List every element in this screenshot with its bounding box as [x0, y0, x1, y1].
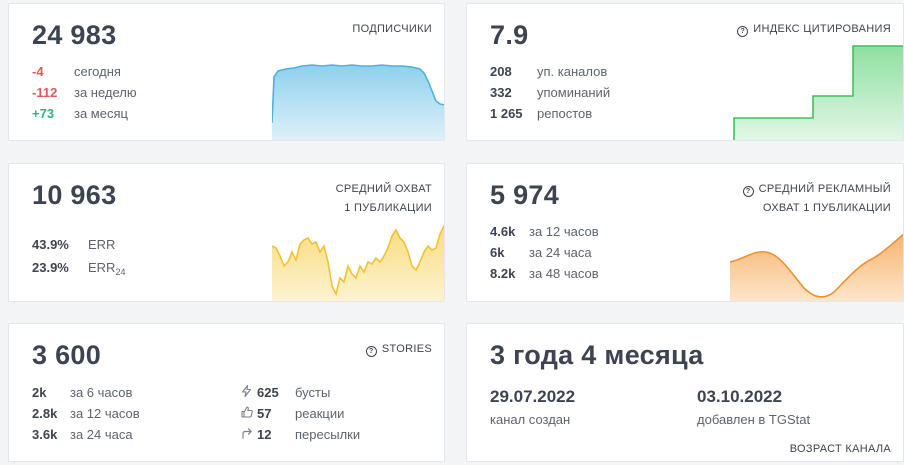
stat-value: 2.8k	[32, 406, 58, 421]
stat-row-12h: 2.8k за 12 часов	[32, 406, 140, 421]
err-value: 43.9%	[32, 237, 69, 252]
stat-row-mentions: 332 упоминаний	[490, 85, 610, 100]
citation-label: ? ИНДЕКС ЦИТИРОВАНИЯ	[737, 20, 891, 39]
err24-row: 23.9% ERR24	[32, 260, 125, 277]
stat-row-48h: 8.2k за 48 часов	[490, 266, 599, 281]
subscribers-card[interactable]: 24 983 ПОДПИСЧИКИ -4 сегодня -112 за недел…	[8, 3, 445, 141]
stat-text: за 24 часа	[70, 427, 133, 442]
thumbs-up-icon	[241, 406, 257, 421]
ad-reach-card[interactable]: 5 974 ? СРЕДНИЙ РЕКЛАМНЫЙ ОХВАТ 1 ПУБЛИКАЦ…	[466, 163, 904, 302]
stat-text: за 12 часов	[529, 224, 599, 239]
stat-text: за неделю	[74, 85, 137, 100]
stat-row-forwards: 12 пересылки	[241, 427, 360, 442]
stat-text: пересылки	[295, 427, 361, 442]
stat-value: 12	[257, 427, 272, 442]
stat-row-reposts: 1 265 репостов	[490, 106, 592, 121]
channel-age-label: ВОЗРАСТ КАНАЛА	[789, 443, 891, 455]
err-row: 43.9% ERR	[32, 237, 115, 252]
created-caption: канал создан	[490, 412, 571, 427]
stat-value: 1 265	[490, 106, 523, 121]
sparkline-line	[272, 224, 444, 297]
channel-age-value: 3 года 4 месяца	[490, 340, 704, 370]
info-icon[interactable]: ?	[742, 186, 754, 197]
stories-value: 3 600	[32, 340, 102, 370]
stat-value: 57	[257, 406, 272, 421]
avg-reach-card[interactable]: 10 963 СРЕДНИЙ ОХВАТ 1 ПУБЛИКАЦИИ 43.9% ER…	[8, 163, 445, 302]
stat-text: за 12 часов	[70, 406, 140, 421]
stories-label: ? STORIES	[365, 340, 432, 359]
avg-reach-label: СРЕДНИЙ ОХВАТ 1 ПУБЛИКАЦИИ	[335, 183, 432, 214]
created-date: 29.07.2022	[490, 387, 576, 406]
subscribers-label: ПОДПИСЧИКИ	[352, 23, 432, 35]
stat-row-month: +73 за месяц	[32, 106, 128, 121]
stat-text: за 6 часов	[70, 385, 133, 400]
stat-text: бусты	[295, 385, 331, 400]
stat-text: репостов	[537, 106, 593, 121]
citation-card[interactable]: 7.9 ? ИНДЕКС ЦИТИРОВАНИЯ 208 уп. каналов 3…	[466, 3, 904, 141]
avg-reach-sparkline	[272, 224, 444, 301]
stat-row-week: -112 за неделю	[32, 85, 137, 100]
subscribers-sparkline	[272, 64, 444, 140]
step-line	[733, 45, 903, 140]
stat-text: за месяц	[74, 106, 128, 121]
sparkline-area	[272, 65, 444, 140]
stat-row-reactions: 57 реакции	[241, 406, 344, 421]
err24-value: 23.9%	[32, 260, 69, 275]
ad-reach-curve	[730, 233, 903, 301]
stat-value: 625	[257, 385, 279, 400]
stat-row-today: -4 сегодня	[32, 64, 121, 79]
ad-reach-value: 5 974	[490, 180, 560, 210]
subscribers-count: 24 983	[32, 20, 117, 50]
citation-step-chart	[733, 45, 903, 140]
stat-value: 6k	[490, 245, 505, 260]
info-icon[interactable]: ?	[737, 26, 749, 37]
stat-text: сегодня	[74, 64, 121, 79]
stat-row-channels: 208 уп. каналов	[490, 64, 607, 79]
err24-text: ERR24	[88, 260, 126, 277]
stat-value: -112	[32, 85, 58, 100]
stat-text: за 24 часа	[529, 245, 592, 260]
sparkline-area	[272, 226, 444, 301]
err-text: ERR	[88, 237, 116, 252]
lightning-icon	[241, 384, 257, 400]
ad-reach-label: ? СРЕДНИЙ РЕКЛАМНЫЙ ОХВАТ 1 ПУБЛИКАЦИИ	[742, 180, 891, 218]
stat-row-boosts: 625 бусты	[241, 384, 331, 400]
stat-value: 8.2k	[490, 266, 516, 281]
sparkline-line	[272, 64, 444, 124]
stat-row-6h: 2k за 6 часов	[32, 385, 132, 400]
stat-value: +73	[32, 106, 55, 121]
channel-age-card[interactable]: 3 года 4 месяца 29.07.2022 канал создан …	[466, 323, 904, 462]
stat-value: 208	[490, 64, 512, 79]
stat-row-24h: 3.6k за 24 часа	[32, 427, 133, 442]
added-date: 03.10.2022	[697, 387, 783, 406]
added-caption: добавлен в TGStat	[697, 412, 811, 427]
info-icon[interactable]: ?	[365, 346, 377, 357]
stat-value: 4.6k	[490, 224, 516, 239]
curve-area	[730, 234, 903, 301]
curve-line	[730, 233, 903, 298]
stat-text: за 48 часов	[529, 266, 599, 281]
step-area	[734, 46, 903, 140]
stories-card[interactable]: 3 600 ? STORIES 2k за 6 часов 2.8k за 12 ча…	[8, 323, 445, 462]
stat-row-12h: 4.6k за 12 часов	[490, 224, 599, 239]
stat-text: упоминаний	[537, 85, 611, 100]
citation-index: 7.9	[490, 20, 529, 50]
stat-row-24h: 6k за 24 часа	[490, 245, 592, 260]
stat-value: -4	[32, 64, 44, 79]
avg-reach-value: 10 963	[32, 180, 117, 210]
stat-value: 332	[490, 85, 512, 100]
stat-text: уп. каналов	[537, 64, 608, 79]
stat-value: 2k	[32, 385, 47, 400]
stat-value: 3.6k	[32, 427, 58, 442]
share-arrow-icon	[241, 427, 257, 442]
stat-text: реакции	[295, 406, 345, 421]
